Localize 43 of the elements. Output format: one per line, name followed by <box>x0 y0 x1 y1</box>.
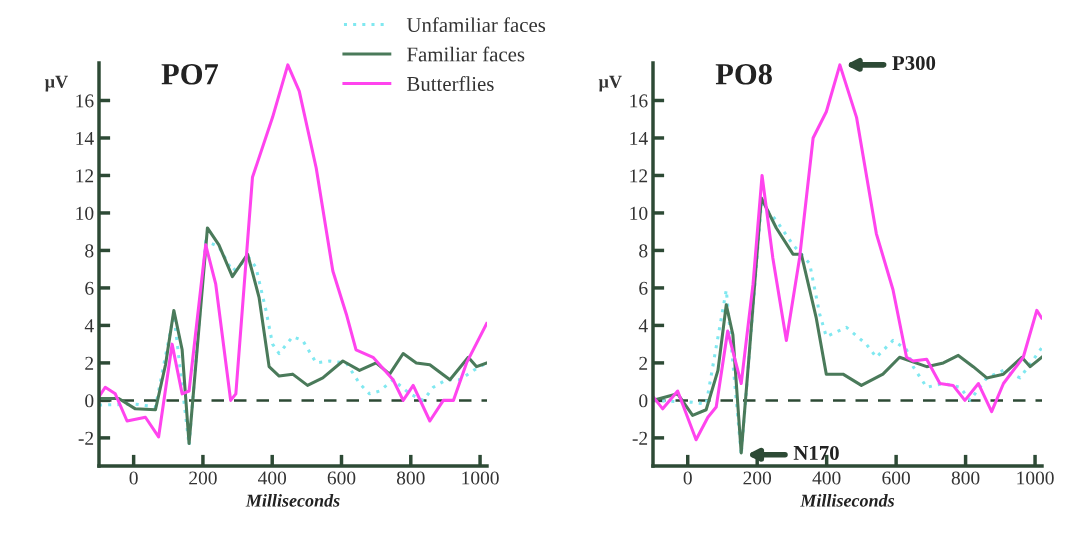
x-tick-label: 400 <box>812 471 841 485</box>
y-tick-label: 6 <box>639 281 648 295</box>
x-tick-label: 800 <box>396 471 425 485</box>
y-tick-label: 12 <box>76 169 94 183</box>
x-tick-label: 0 <box>129 471 138 485</box>
x-tick-label: 600 <box>882 471 910 485</box>
y-tick-label: 10 <box>76 206 94 220</box>
chart-title: PO7 <box>161 63 219 85</box>
y-tick-label: -2 <box>632 431 648 445</box>
y-tick-label: 16 <box>76 94 94 108</box>
legend-label: Butterflies <box>407 76 494 91</box>
chart-title: PO8 <box>715 63 772 85</box>
annotation: P300 <box>892 56 936 71</box>
y-tick-label: 10 <box>630 206 648 220</box>
x-tick-label: 0 <box>683 471 692 485</box>
x-axis-title: Milliseconds <box>245 494 340 507</box>
x-tick-label: 1000 <box>462 471 499 485</box>
legend-label: Familiar faces <box>407 46 525 62</box>
y-tick-label: 6 <box>85 281 94 295</box>
y-tick-label: 4 <box>84 319 94 333</box>
x-tick-label: 400 <box>258 471 287 485</box>
y-tick-label: 2 <box>85 356 94 370</box>
y-tick-label: 8 <box>85 244 94 258</box>
y-tick-label: 8 <box>639 244 648 258</box>
x-tick-label: 200 <box>189 471 217 485</box>
x-tick-label: 200 <box>743 471 772 485</box>
y-axis-title: µV <box>44 75 68 92</box>
x-tick-label: 600 <box>327 471 356 485</box>
x-axis-title: Milliseconds <box>800 494 895 507</box>
y-tick-label: 14 <box>76 131 94 145</box>
y-tick-label: 12 <box>630 169 648 183</box>
y-axis-title: µV <box>598 75 622 92</box>
y-tick-label: 4 <box>638 319 648 333</box>
y-tick-label: 0 <box>85 394 94 408</box>
y-tick-label: -2 <box>78 431 94 445</box>
y-tick-label: 14 <box>630 131 648 145</box>
x-tick-label: 1000 <box>1017 471 1054 485</box>
y-tick-label: 0 <box>639 394 648 408</box>
legend-label: Unfamiliar faces <box>406 17 546 33</box>
x-tick-label: 800 <box>951 471 980 485</box>
y-tick-label: 16 <box>630 94 648 108</box>
y-tick-label: 2 <box>639 356 648 370</box>
annotation: N170 <box>793 445 839 460</box>
